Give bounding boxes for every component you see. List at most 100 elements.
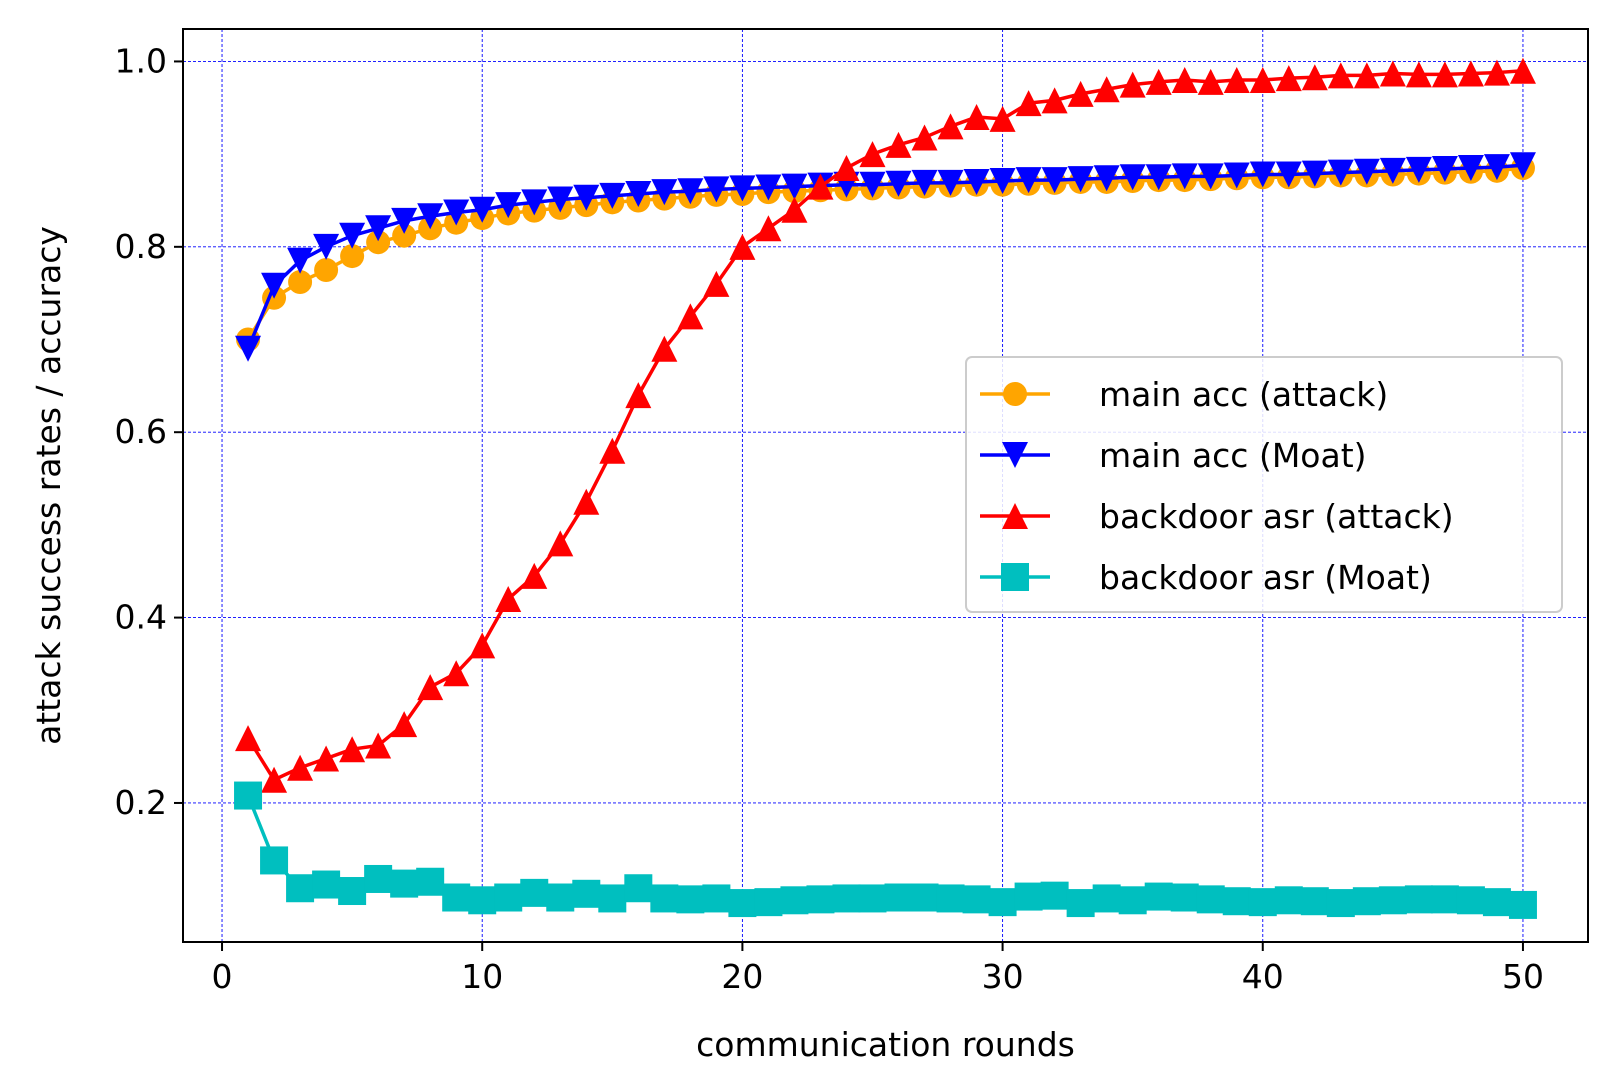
data-point <box>1171 66 1198 93</box>
data-point <box>1093 76 1120 103</box>
data-point <box>1119 71 1146 98</box>
legend-item: main acc (attack) <box>980 375 1388 414</box>
data-point <box>286 874 315 903</box>
data-point <box>1275 65 1302 92</box>
data-point <box>469 632 496 659</box>
data-point <box>962 885 991 914</box>
data-point <box>340 244 365 269</box>
data-point <box>1196 885 1225 914</box>
data-point <box>260 846 289 875</box>
data-point <box>234 781 263 810</box>
data-point <box>598 884 627 913</box>
data-point <box>1223 162 1250 189</box>
data-point <box>755 174 782 201</box>
data-point <box>288 270 313 295</box>
data-point <box>1326 889 1355 918</box>
data-point <box>443 199 470 226</box>
data-point <box>521 189 548 216</box>
data-point <box>1301 64 1328 91</box>
data-point <box>365 215 392 242</box>
series-layer <box>234 57 1537 919</box>
data-point <box>313 233 340 260</box>
data-point <box>963 168 990 195</box>
data-point <box>573 184 600 211</box>
data-point <box>1301 160 1328 187</box>
data-point <box>832 884 861 913</box>
data-point <box>1508 890 1537 919</box>
data-point <box>676 885 705 914</box>
data-point <box>806 885 835 914</box>
data-point <box>390 869 419 898</box>
data-point <box>599 182 626 209</box>
data-point <box>1457 60 1484 87</box>
data-point <box>702 884 731 913</box>
data-point <box>885 170 912 197</box>
data-point <box>677 178 704 205</box>
data-point <box>1353 158 1380 185</box>
data-point <box>624 874 653 903</box>
data-point <box>1145 68 1172 95</box>
data-point <box>729 233 756 260</box>
x-tick-label: 20 <box>721 957 763 996</box>
x-tick-label: 50 <box>1502 957 1544 996</box>
y-axis-label: attack success rates / accuracy <box>29 226 68 745</box>
data-point <box>1066 889 1095 918</box>
data-point <box>1119 164 1146 191</box>
data-point <box>833 155 860 182</box>
data-point <box>338 877 367 906</box>
data-point <box>1041 167 1068 194</box>
legend-label: main acc (Moat) <box>1099 436 1367 475</box>
data-point <box>339 222 366 249</box>
x-axis-label: communication rounds <box>696 1025 1075 1064</box>
data-point <box>546 883 575 912</box>
data-point <box>1170 883 1199 912</box>
data-point <box>235 725 262 752</box>
data-point <box>1067 80 1094 107</box>
data-point <box>937 113 964 140</box>
data-point <box>1379 157 1406 184</box>
legend-item: main acc (Moat) <box>980 436 1367 475</box>
data-point <box>910 883 939 912</box>
data-point <box>1197 68 1224 95</box>
data-point <box>650 884 679 913</box>
data-point <box>313 745 340 772</box>
data-point <box>547 530 574 557</box>
data-point <box>495 586 522 613</box>
data-point <box>936 884 965 913</box>
data-point <box>1171 163 1198 190</box>
data-point <box>1222 887 1251 916</box>
data-point <box>1431 155 1458 182</box>
legend-marker <box>1002 442 1028 468</box>
data-point <box>963 104 990 131</box>
data-point <box>859 171 886 198</box>
data-point <box>1456 886 1485 915</box>
data-point <box>781 196 808 223</box>
data-point <box>1274 886 1303 915</box>
y-tick-label: 0.6 <box>115 412 167 451</box>
data-point <box>547 186 574 213</box>
data-point <box>677 303 704 330</box>
data-point <box>1041 87 1068 114</box>
data-point <box>1405 156 1432 183</box>
legend-marker <box>1001 563 1029 591</box>
data-point <box>365 732 392 759</box>
data-point <box>1067 166 1094 193</box>
data-point <box>989 168 1016 195</box>
legend-label: backdoor asr (attack) <box>1099 497 1454 536</box>
data-point <box>651 335 678 362</box>
x-tick-label: 10 <box>461 957 503 996</box>
data-point <box>235 335 262 362</box>
data-point <box>937 169 964 196</box>
data-point <box>1431 61 1458 88</box>
ticks: 0 10 20 30 40 50 0.2 0.4 0.6 0.8 1.0 <box>115 41 1544 996</box>
data-point <box>572 879 601 908</box>
legend-item: backdoor asr (attack) <box>980 497 1454 536</box>
data-point <box>573 488 600 515</box>
data-point <box>859 141 886 168</box>
data-point <box>911 169 938 196</box>
x-tick-label: 40 <box>1242 957 1284 996</box>
data-point <box>1430 885 1459 914</box>
data-point <box>495 192 522 219</box>
series-3 <box>234 781 1537 919</box>
data-point <box>442 883 471 912</box>
